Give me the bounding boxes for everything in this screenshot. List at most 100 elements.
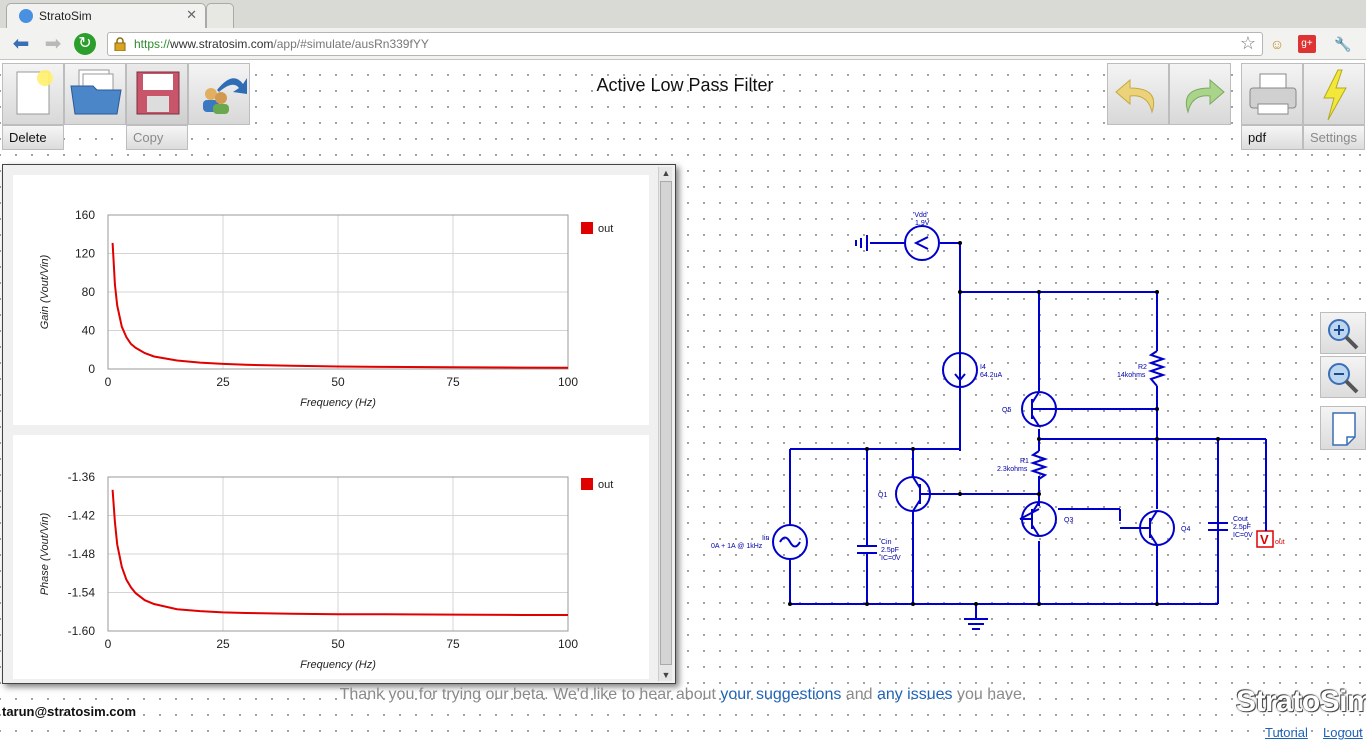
iin-name: Iin [762,535,770,542]
i4-value: 64.2uA [980,372,1003,379]
lock-icon [114,37,126,51]
series-line-out [111,242,569,369]
r1-name: R1 [1020,458,1029,465]
share-button[interactable] [188,63,250,125]
x-tick-label: 100 [558,637,578,651]
wrench-menu-icon[interactable]: 🔧 [1334,36,1352,52]
y-axis-label: Phase (Vout/Vin) [39,512,51,595]
document-title[interactable]: Active Low Pass Filter [596,75,774,95]
back-arrow-icon[interactable]: ⬅ [12,33,30,55]
page-icon [1332,412,1356,446]
plot-panel[interactable]: 0 25 50 75 100 160 120 80 40 0 Frequency (Hz) Gain … [2,164,676,684]
tutorial-link[interactable]: Tutorial [1265,725,1308,740]
phase-plot-card: 0 25 50 75 100 -1.36 -1.42 -1.48 -1.54 -1.60 Frequ… [13,435,649,679]
url-text: https://www.stratosim.com/app/#simulate/… [134,37,429,51]
new-document-icon [16,70,53,115]
cin-ic: IC=0V [881,555,901,562]
save-button[interactable] [126,63,188,125]
x-tick-label: 50 [331,375,345,389]
address-bar[interactable]: https://www.stratosim.com/app/#simulate/… [107,32,1263,56]
bookmark-star-icon[interactable]: ☆ [1239,33,1256,53]
y-tick-label: 0 [88,362,95,376]
floppy-disk-icon [136,71,180,115]
y-tick-label: -1.42 [68,509,96,523]
phase-chart: 0 25 50 75 100 -1.36 -1.42 -1.48 -1.54 -1.60 Frequ… [39,470,613,671]
gain-chart: 0 25 50 75 100 160 120 80 40 0 Frequency (Hz) Gain … [39,208,613,409]
scroll-thumb[interactable] [660,181,672,665]
print-button[interactable] [1241,63,1303,125]
cout-name: Cout [1233,516,1248,523]
stratosim-favicon-icon [19,9,33,23]
undo-arrow-icon [1115,78,1155,114]
undo-button[interactable] [1107,63,1169,125]
plot-frame [107,214,569,370]
zoom-in-button[interactable] [1320,312,1366,354]
r2-value: 14kohms [1117,372,1146,379]
app-canvas[interactable]: Delete Copy Active Low Pass Filter pdf S… [0,61,1366,741]
pdf-button[interactable]: pdf [1241,125,1303,150]
x-tick-label: 75 [446,637,460,651]
y-tick-label: 120 [75,247,95,261]
y-tick-label: -1.48 [68,547,96,561]
y-tick-label: 80 [82,285,96,299]
redo-arrow-icon [1185,78,1225,114]
x-tick-label: 100 [558,375,578,389]
issues-link[interactable]: any issues [876,686,953,703]
zoom-out-icon [1328,363,1359,394]
q1-label: Q1 [878,492,887,499]
reload-icon[interactable]: ↻ [74,33,96,55]
user-email: tarun@stratosim.com [2,704,137,719]
google-plus-icon[interactable]: g+ [1298,35,1316,53]
forward-arrow-icon[interactable]: ➡ [44,33,62,55]
cout-ic: IC=0V [1233,532,1253,539]
y-tick-label: -1.54 [68,586,96,600]
copy-button[interactable]: Copy [126,125,188,150]
q3-label: Q3 [1064,517,1073,524]
printer-icon [1249,73,1297,115]
legend-label: out [598,223,613,235]
suggestions-link[interactable]: your suggestions [720,686,842,703]
redo-button[interactable] [1169,63,1231,125]
scroll-up-icon[interactable]: ▲ [661,168,671,178]
logout-link[interactable]: Logout [1323,725,1363,740]
q4-label: Q4 [1181,526,1190,533]
legend-swatch [581,222,593,234]
tab-close-icon[interactable]: ✕ [186,7,197,22]
fit-page-button[interactable] [1320,406,1366,450]
browser-tab[interactable]: StratoSim ✕ [6,3,206,28]
tab-title: StratoSim [39,9,92,23]
delete-button[interactable]: Delete [2,125,64,150]
scroll-down-icon[interactable]: ▼ [661,670,671,680]
vdd-value: 1.9V [915,220,930,227]
folder-icon [70,69,122,115]
new-tab-button[interactable] [206,3,234,28]
share-users-icon [203,78,247,114]
circuit-schematic[interactable]: V out 'Vdd' 1.9V I4 64.2uA R2 14kohms Q5… [680,201,1320,661]
cin-value: 2.5pF [881,547,899,554]
extension-icon[interactable]: ☺ [1269,36,1285,52]
legend-swatch [581,478,593,490]
browser-toolbar: ⬅ ➡ ↻ https://www.stratosim.com/app/#sim… [0,28,1366,60]
plot-scrollbar[interactable]: ▲ ▼ [658,167,672,681]
x-tick-label: 0 [105,375,112,389]
x-tick-label: 0 [105,637,112,651]
zoom-out-button[interactable] [1320,356,1366,398]
x-axis-label: Frequency (Hz) [300,397,376,409]
stratosim-logo: StratoSim [1236,685,1366,718]
series-line-out [111,489,568,616]
simulate-button[interactable] [1303,63,1365,125]
feedback-message: Thank you for trying our beta. We'd like… [339,686,1027,703]
cin-name: Cin [881,539,892,546]
probe-letter: V [1260,532,1269,547]
q5-label: Q5 [1002,407,1011,414]
settings-button[interactable]: Settings [1303,125,1365,150]
iin-value: 0A + 1A @ 1kHz [711,543,763,550]
legend-label: out [598,479,613,491]
r2-name: R2 [1138,364,1147,371]
new-document-button[interactable] [2,63,64,125]
y-tick-label: -1.36 [68,470,96,484]
open-document-button[interactable] [64,63,126,125]
lightning-bolt-icon [1323,69,1347,121]
x-tick-label: 25 [216,375,230,389]
x-tick-label: 75 [446,375,460,389]
